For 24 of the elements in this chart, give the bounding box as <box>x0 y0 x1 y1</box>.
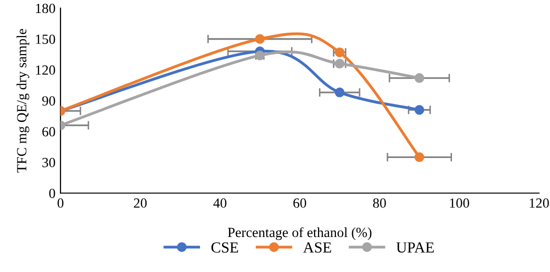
point <box>334 88 344 98</box>
point <box>414 152 424 162</box>
y-tick-label: 0 <box>49 188 56 198</box>
x-axis-title: Percentage of ethanol (%) <box>228 227 372 240</box>
x-tick-label: 120 <box>530 198 549 208</box>
y-axis-title: TFC mg QE/g dry sample <box>16 28 30 173</box>
point <box>255 34 265 44</box>
y-tick-label: 60 <box>42 127 56 136</box>
y-tick-label: 90 <box>42 96 56 106</box>
x-tick-label: 80 <box>373 198 386 208</box>
legend-label: ASE <box>303 242 332 253</box>
legend-label: UPAE <box>396 242 434 253</box>
x-tick-label: 40 <box>213 198 226 208</box>
x-tick-label: 20 <box>134 198 147 208</box>
y-tick-label: 180 <box>36 4 56 14</box>
legend-label: CSE <box>211 242 238 253</box>
y-tick-label: 120 <box>36 65 56 75</box>
y-tick-label: 30 <box>42 158 56 168</box>
x-tick-label: 0 <box>58 198 64 208</box>
x-tick-label: 60 <box>293 198 306 208</box>
point <box>414 105 424 115</box>
x-tick-label: 100 <box>450 198 470 208</box>
y-tick-label: 150 <box>36 34 56 44</box>
point <box>414 73 424 83</box>
